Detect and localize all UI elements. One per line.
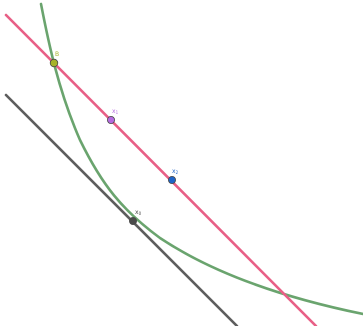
point-x2-label-sub: 2 <box>176 170 179 175</box>
point-b-marker[interactable] <box>49 58 59 68</box>
point-x1[interactable]: x1 <box>107 108 119 125</box>
hyperbola-curve[interactable] <box>39 2 363 316</box>
point-x0-marker[interactable] <box>128 216 137 225</box>
point-x1-label-sub: 1 <box>116 110 119 115</box>
point-x2[interactable]: x2 <box>167 168 179 184</box>
point-x0-label: x0 <box>135 209 142 216</box>
point-x2-label: x2 <box>172 168 179 175</box>
point-x1-marker[interactable] <box>107 116 116 125</box>
point-x0-label-sub: 0 <box>139 211 142 216</box>
tangent-line[interactable] <box>4 93 239 326</box>
point-x1-label: x1 <box>112 108 119 115</box>
secant-line[interactable] <box>4 13 318 326</box>
point-x2-marker[interactable] <box>167 175 176 184</box>
point-x0[interactable]: x0 <box>128 209 142 225</box>
point-b-label: B <box>55 51 59 58</box>
point-x2-label-main: x <box>172 168 176 175</box>
point-x0-label-main: x <box>135 209 139 216</box>
point-x1-label-main: x <box>112 108 116 115</box>
point-b[interactable]: B <box>49 51 59 68</box>
